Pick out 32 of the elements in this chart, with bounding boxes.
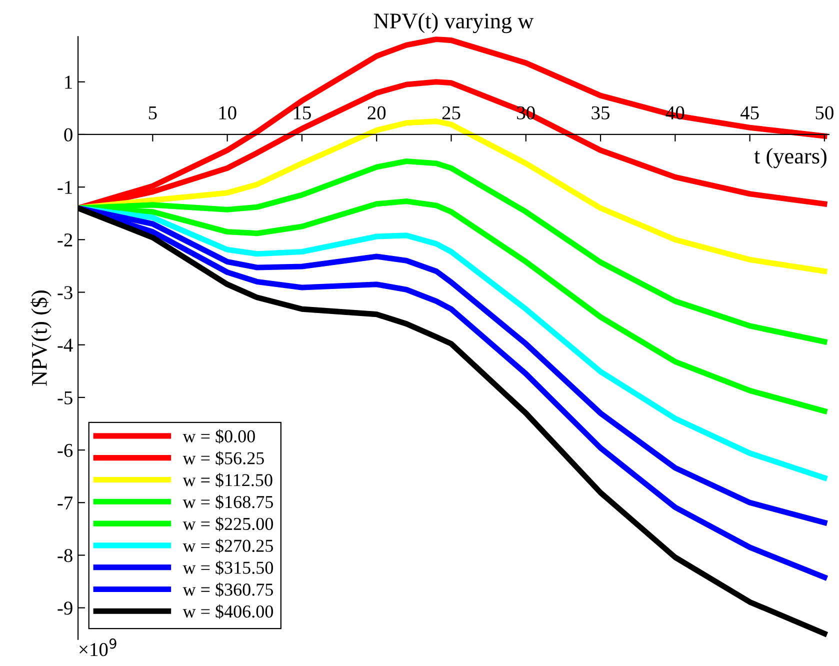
y-tick-label: -4 [58, 338, 73, 352]
chart-title: NPV(t) varying w [374, 12, 534, 34]
legend-label: w = $112.50 [182, 472, 272, 488]
legend-label: w = $315.50 [182, 560, 273, 576]
y-tick-label: -7 [58, 496, 73, 510]
legend-label: w = $225.00 [182, 516, 273, 532]
x-tick-label: 15 [294, 106, 311, 120]
y-tick-label: -5 [58, 391, 72, 404]
legend-label: w = $270.25 [182, 538, 273, 554]
y-axis-title: NPV(t) ($) [30, 290, 52, 386]
x-axis-title: t (years) [754, 148, 826, 168]
legend-label: w = $168.75 [182, 494, 273, 510]
legend-label: w = $406.00 [182, 604, 273, 619]
annotation: ×10$^{9}$ [80, 638, 116, 656]
x-tick-label: 50 [816, 106, 834, 120]
legend-label: w = $56.25 [182, 451, 264, 466]
y-tick-label: 0 [64, 128, 72, 142]
legend-label: w = $0.00 [182, 429, 255, 444]
y-tick-label: -2 [58, 234, 72, 246]
x-tick-label: 20 [368, 106, 386, 120]
y-tick-label: -6 [58, 444, 73, 457]
y-tick-label: -1 [58, 180, 72, 194]
legend-label: w = $360.75 [182, 582, 273, 597]
x-tick-label: 25 [442, 106, 460, 120]
y-tick-label: -3 [58, 286, 72, 300]
y-tick-label: -8 [58, 549, 72, 562]
x-tick-label: 35 [592, 106, 610, 120]
x-tick-label: 45 [740, 106, 759, 120]
x-tick-label: 10 [219, 106, 236, 120]
y-tick-label: 1 [65, 76, 72, 89]
y-tick-label: -9 [58, 602, 72, 615]
x-tick-label: 5 [148, 106, 157, 120]
